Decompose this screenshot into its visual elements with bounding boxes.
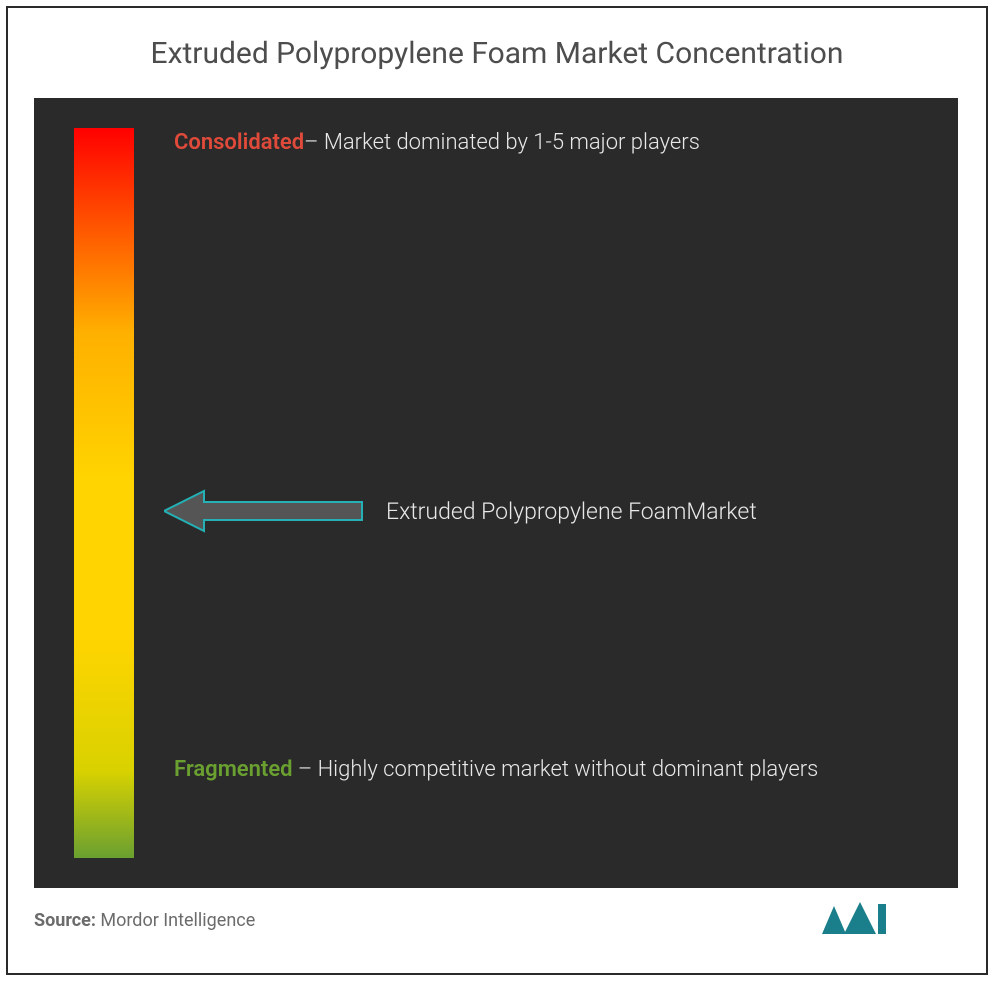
- fragmented-label: Fragmented: [174, 757, 293, 782]
- concentration-gradient-bar: [74, 128, 134, 858]
- consolidated-text: Consolidated– Market dominated by 1-5 ma…: [174, 130, 700, 155]
- mordor-logo-icon: [820, 898, 890, 938]
- source-attribution: Source: Mordor Intelligence: [34, 910, 255, 931]
- source-label: Source:: [34, 910, 96, 931]
- market-indicator-label: Extruded Polypropylene FoamMarket: [386, 498, 757, 525]
- consolidated-label: Consolidated: [174, 130, 304, 155]
- concentration-panel: Consolidated– Market dominated by 1-5 ma…: [34, 98, 958, 888]
- market-position-indicator: Extruded Polypropylene FoamMarket: [164, 486, 924, 536]
- consolidated-desc: – Market dominated by 1-5 major players: [304, 130, 700, 155]
- fragmented-text: Fragmented – Highly competitive market w…: [174, 748, 894, 792]
- chart-title: Extruded Polypropylene Foam Market Conce…: [0, 36, 994, 71]
- arrow-left-icon: [164, 489, 364, 533]
- source-value: Mordor Intelligence: [96, 910, 255, 931]
- fragmented-desc: – Highly competitive market without domi…: [293, 757, 819, 782]
